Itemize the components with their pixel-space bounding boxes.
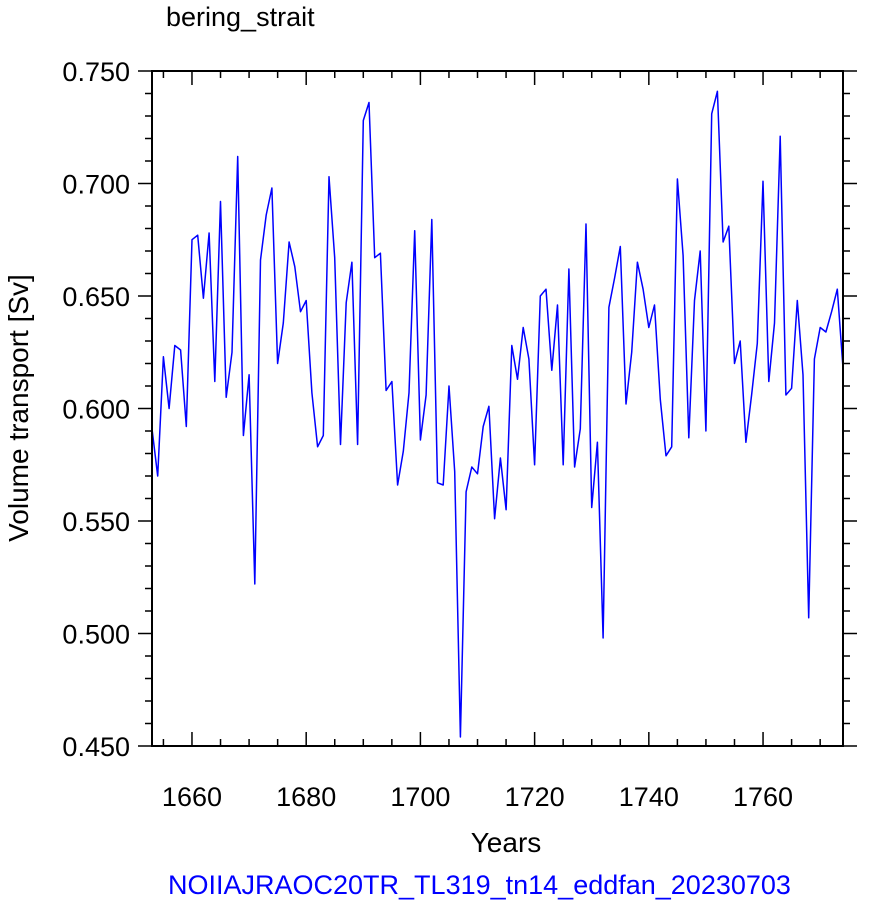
y-tick-label: 0.650 [62, 282, 130, 312]
y-tick-label: 0.550 [62, 507, 130, 537]
chart-title: bering_strait [166, 2, 315, 32]
y-axis-label: Volume transport [Sv] [3, 274, 34, 542]
x-tick-label: 1660 [162, 782, 222, 812]
x-tick-label: 1720 [505, 782, 565, 812]
x-tick-label: 1680 [276, 782, 336, 812]
axis-tick-labels: 1660 1680 1700 1720 1740 1760 0.450 0.500 0.550 0… [62, 57, 793, 812]
y-tick-label: 0.500 [62, 620, 130, 650]
axis-ticks [138, 70, 857, 747]
y-tick-label: 0.750 [62, 57, 130, 87]
y-tick-label: 0.450 [62, 732, 130, 762]
x-tick-label: 1760 [733, 782, 793, 812]
x-axis-label: Years [471, 827, 542, 858]
x-tick-label: 1700 [390, 782, 450, 812]
y-tick-label: 0.600 [62, 395, 130, 425]
x-tick-label: 1740 [619, 782, 679, 812]
series-line [151, 90, 844, 738]
plot-frame [151, 70, 844, 747]
y-tick-label: 0.700 [62, 170, 130, 200]
model-run-label: NOIIAJRAOC20TR_TL319_tn14_eddfan_2023070… [168, 870, 791, 900]
